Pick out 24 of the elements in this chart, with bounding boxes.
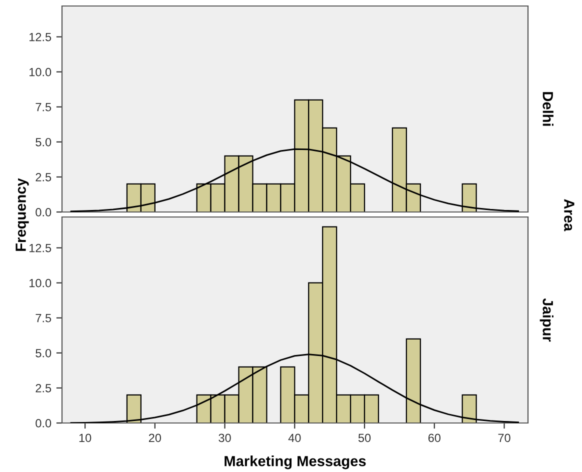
y2-axis-title: Jaipur xyxy=(540,298,554,342)
x-tick-label: 10 xyxy=(79,434,92,442)
x-tick-label: 60 xyxy=(428,434,440,442)
y-tick-label: 5.0 xyxy=(36,348,52,358)
x-axis-title: Marketing Messages xyxy=(224,456,366,470)
text: Area xyxy=(564,199,574,232)
y-tick-label: 10.0 xyxy=(30,68,52,76)
y-tick-label: 10.0 xyxy=(30,278,52,288)
x-tick-label: 50 xyxy=(358,434,371,442)
y-tick-label: 12.5 xyxy=(30,32,52,42)
x-tick-label: 70 xyxy=(498,434,510,442)
y-axis-title: Frequency xyxy=(16,178,29,251)
y-tick-label: 5.0 xyxy=(36,138,52,146)
y-tick-label: 7.5 xyxy=(36,314,52,322)
x-tick-label: 40 xyxy=(288,434,301,442)
y-tick-label: 0.0 xyxy=(36,419,52,428)
x-tick-label: 20 xyxy=(148,434,162,442)
y2-axis-title: Delhi xyxy=(542,92,554,126)
y-tick-label: 12.5 xyxy=(30,244,52,252)
y-tick-label: 2.5 xyxy=(36,384,52,392)
y-tick-label: 0.0 xyxy=(36,208,52,216)
y-tick-label: 2.5 xyxy=(36,173,52,182)
y-tick-label: 7.5 xyxy=(36,103,52,112)
x-tick-label: 30 xyxy=(218,434,231,442)
